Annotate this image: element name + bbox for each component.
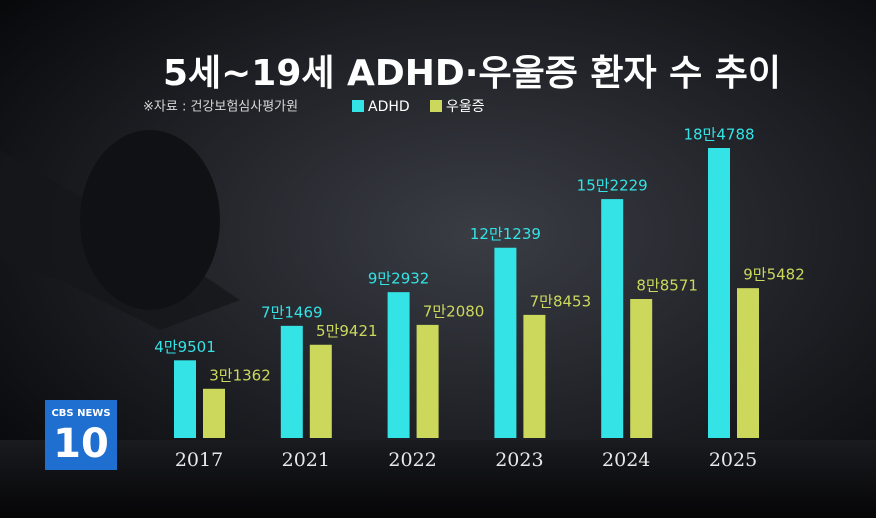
x-tick-label: 2021 xyxy=(282,449,330,471)
bar xyxy=(601,199,624,438)
value-label: 15만2229 xyxy=(577,177,648,195)
legend: ADHD 우울증 xyxy=(352,99,485,115)
logo-name: CBS NEWS xyxy=(51,408,110,419)
bar xyxy=(280,325,303,438)
floor xyxy=(0,440,876,518)
bar xyxy=(203,388,225,438)
legend-label: 우울증 xyxy=(446,99,485,115)
legend-label: ADHD xyxy=(368,99,410,115)
value-label: 18만4788 xyxy=(683,126,754,144)
chart-title: 5세~19세 ADHD·우울증 환자 수 추이 xyxy=(163,53,781,94)
bar xyxy=(387,292,410,438)
value-label: 9만2932 xyxy=(368,270,430,288)
bar xyxy=(523,314,546,438)
bar xyxy=(630,298,653,438)
value-label: 8만8571 xyxy=(636,276,698,294)
legend-swatch xyxy=(352,100,364,112)
value-label: 4만9501 xyxy=(154,338,216,356)
source: ※자료 : 건강보험심사평가원 xyxy=(143,100,298,115)
value-label: 3만1362 xyxy=(209,366,271,384)
x-tick-label: 2025 xyxy=(709,449,757,471)
value-label: 5만9421 xyxy=(316,322,378,340)
x-tick-label: 2022 xyxy=(388,449,436,471)
logo-box xyxy=(45,400,117,470)
logo-number: 10 xyxy=(53,421,109,467)
bar xyxy=(309,344,332,438)
x-tick-label: 2023 xyxy=(495,449,543,471)
bar xyxy=(737,288,759,438)
bar xyxy=(708,148,730,438)
x-tick-label: 2017 xyxy=(175,449,223,471)
bar xyxy=(174,360,196,438)
bar xyxy=(494,247,517,438)
value-label: 9만5482 xyxy=(743,266,805,284)
legend-swatch xyxy=(430,100,442,112)
value-label: 7만2080 xyxy=(423,302,485,320)
x-tick-label: 2024 xyxy=(602,449,650,471)
bar xyxy=(416,324,439,438)
value-label: 7만1469 xyxy=(261,303,323,321)
silhouette xyxy=(80,130,220,310)
value-label: 12만1239 xyxy=(470,225,541,243)
value-label: 7만8453 xyxy=(530,292,592,310)
